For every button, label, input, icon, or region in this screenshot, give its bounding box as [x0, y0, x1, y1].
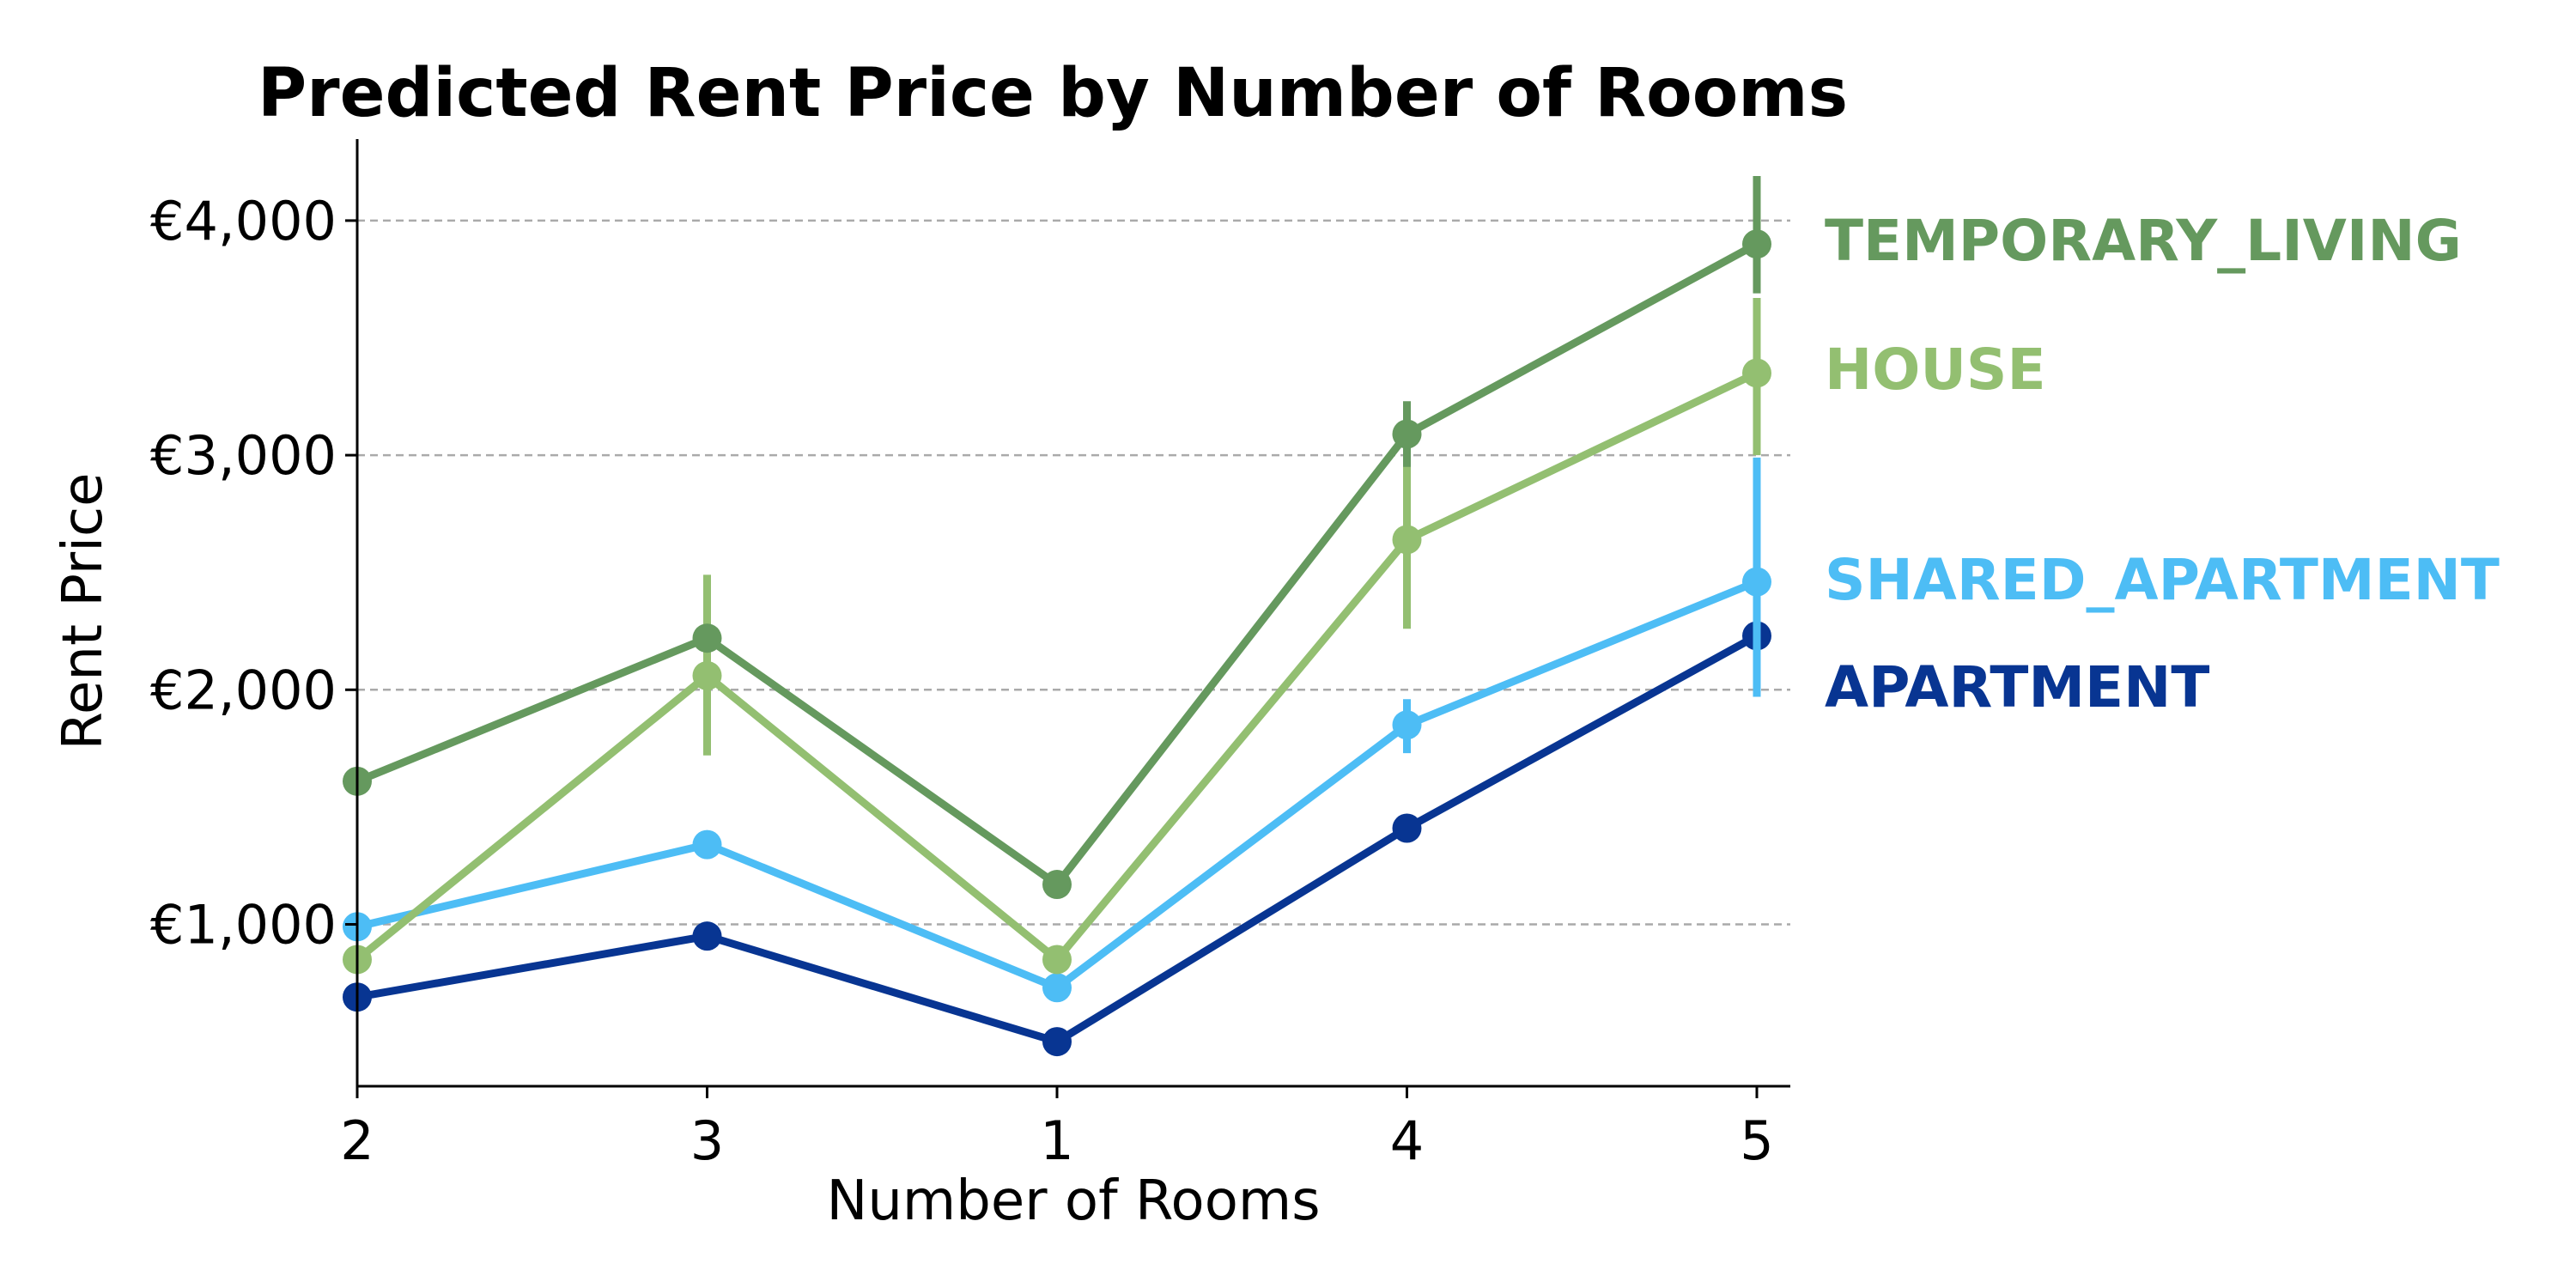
- tick-layer: €1,000 €2,000 €3,000 €4,000 2 3 1 4 5: [150, 190, 1774, 1172]
- data-point: [1392, 525, 1422, 555]
- series-apartment: [343, 621, 1771, 1057]
- series-label: HOUSE: [1825, 337, 2046, 403]
- x-tick-label: 4: [1390, 1109, 1424, 1172]
- series-label-layer: APARTMENT SHARED_APARTMENT HOUSE TEMPORARY_…: [1825, 208, 2500, 720]
- x-tick-label: 5: [1740, 1109, 1773, 1172]
- series-label: SHARED_APARTMENT: [1825, 547, 2500, 613]
- x-axis-label: Number of Rooms: [826, 1170, 1320, 1233]
- data-point: [1392, 813, 1422, 843]
- data-point: [692, 921, 722, 951]
- data-point: [1742, 358, 1771, 388]
- series-label: APARTMENT: [1825, 654, 2209, 720]
- axes: [355, 139, 1790, 1088]
- data-point: [1742, 229, 1771, 259]
- x-tick-label: 2: [340, 1109, 374, 1172]
- data-point: [692, 623, 722, 653]
- data-point: [692, 829, 722, 860]
- y-axis-label: Rent Price: [52, 472, 115, 750]
- x-tick-label: 1: [1040, 1109, 1073, 1172]
- y-tick-label: €3,000: [150, 424, 337, 487]
- x-tick-label: 3: [690, 1109, 724, 1172]
- y-tick-label: €1,000: [150, 894, 337, 957]
- data-point: [1392, 419, 1422, 449]
- chart-title: Predicted Rent Price by Number of Rooms: [258, 55, 1848, 132]
- data-point: [692, 660, 722, 690]
- series-layer: [343, 175, 1771, 1057]
- data-point: [1042, 1027, 1072, 1057]
- data-point: [1042, 870, 1072, 900]
- series-shared-apartment: [343, 457, 1771, 1003]
- data-point: [1742, 567, 1771, 597]
- series-label: TEMPORARY_LIVING: [1825, 208, 2462, 274]
- series-temporary-living: [343, 175, 1771, 900]
- y-tick-label: €2,000: [150, 659, 337, 721]
- data-point: [1042, 945, 1072, 975]
- data-point: [1392, 710, 1422, 740]
- y-tick-label: €4,000: [150, 190, 337, 252]
- data-point: [1042, 973, 1072, 1003]
- gridlines: [357, 219, 1790, 926]
